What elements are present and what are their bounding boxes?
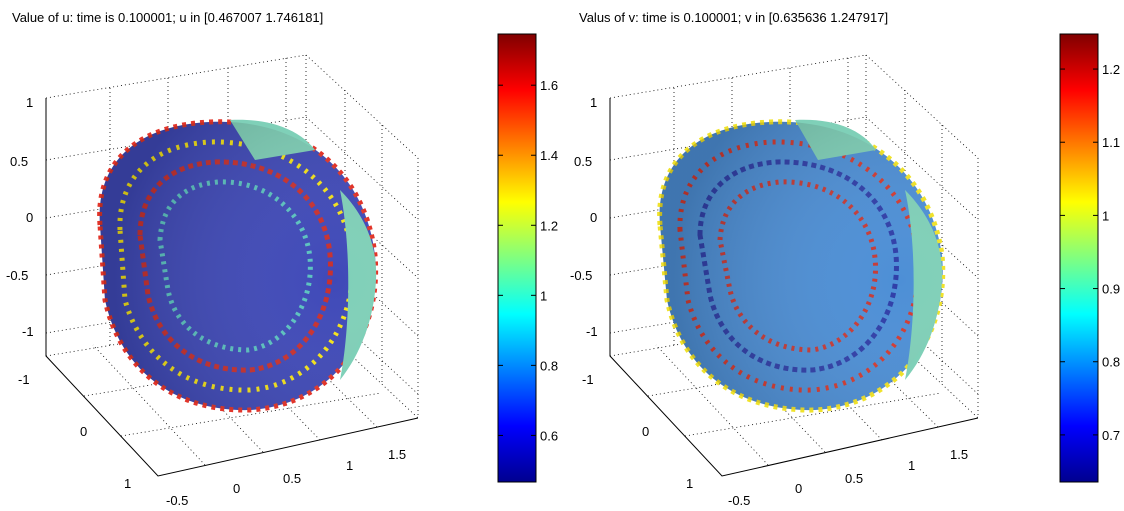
- x-tick-label: 0.5: [283, 471, 301, 486]
- y-tick-label: 1: [124, 476, 131, 491]
- colorbar-tick-label: 0.6: [540, 428, 558, 443]
- y-ticks-u: -1 0 1: [18, 372, 131, 491]
- z-tick-label: 1: [26, 95, 33, 110]
- colorbar-tick-label: 1.2: [1102, 62, 1120, 77]
- y-tick-label: 0: [642, 424, 649, 439]
- z-tick-label: 0: [590, 210, 597, 225]
- z-tick-label: 1: [590, 95, 597, 110]
- x-tick-label: 1: [346, 458, 353, 473]
- z-tick-label: -1: [22, 324, 34, 339]
- surface-u: [97, 119, 379, 413]
- x-tick-label: -0.5: [166, 493, 188, 508]
- colorbar-tick-label: 1: [1102, 208, 1109, 223]
- y-tick-label: 1: [686, 476, 693, 491]
- colorbar-v: 0.7 0.8 0.9 1 1.1 1.2: [1059, 33, 1120, 483]
- colorbar-ticks-v: 0.7 0.8 0.9 1 1.1 1.2: [1060, 62, 1120, 443]
- sphere-shade-u: [99, 121, 376, 411]
- x-ticks-v: -0.5 0 0.5 1 1.5: [728, 447, 968, 508]
- x-tick-label: 1.5: [388, 447, 406, 462]
- colorbar-u: 0.6 0.8 1 1.2 1.4 1.6: [497, 33, 558, 483]
- z-tick-label: -0.5: [570, 268, 592, 283]
- colorbar-tick-label: 1.4: [540, 148, 558, 163]
- z-tick-label: -1: [586, 324, 598, 339]
- z-tick-label: 0.5: [574, 154, 592, 169]
- panel-v: Valus of v: time is 0.100001; v in [0.63…: [570, 10, 1120, 508]
- surface-v: [657, 119, 946, 413]
- colorbar-tick-label: 0.8: [1102, 355, 1120, 370]
- x-tick-label: 0: [233, 481, 240, 496]
- z-ticks-u: 1 0.5 0 -0.5 -1: [6, 95, 34, 339]
- x-tick-label: 0: [795, 481, 802, 496]
- z-tick-label: -0.5: [6, 268, 28, 283]
- y-tick-label: -1: [18, 372, 30, 387]
- x-tick-label: -0.5: [728, 493, 750, 508]
- colorbar-ticks-u: 0.6 0.8 1 1.2 1.4 1.6: [498, 78, 558, 443]
- y-tick-label: 0: [80, 424, 87, 439]
- colorbar-tick-label: 1.2: [540, 218, 558, 233]
- z-tick-label: 0.5: [10, 154, 28, 169]
- sphere-shade-v: [659, 121, 943, 411]
- colorbar-tick-label: 1.1: [1102, 135, 1120, 150]
- colorbar-gradient-u: [497, 33, 537, 483]
- colorbar-tick-label: 1.6: [540, 78, 558, 93]
- colorbar-tick-label: 0.7: [1102, 428, 1120, 443]
- x-tick-label: 0.5: [845, 471, 863, 486]
- x-tick-label: 1: [908, 458, 915, 473]
- colorbar-tick-label: 0.9: [1102, 282, 1120, 297]
- x-ticks-u: -0.5 0 0.5 1 1.5: [166, 447, 406, 508]
- panel-u: Value of u: time is 0.100001; u in [0.46…: [6, 10, 558, 508]
- z-ticks-v: 1 0.5 0 -0.5 -1: [570, 95, 598, 339]
- colorbar-tick-label: 1: [540, 288, 547, 303]
- colorbar-gradient-v: [1059, 33, 1099, 483]
- z-tick-label: 0: [26, 210, 33, 225]
- chart-title-v: Valus of v: time is 0.100001; v in [0.63…: [579, 10, 888, 25]
- y-ticks-v: -1 0 1: [582, 372, 693, 491]
- x-tick-label: 1.5: [950, 447, 968, 462]
- chart-title-u: Value of u: time is 0.100001; u in [0.46…: [12, 10, 323, 25]
- colorbar-tick-label: 0.8: [540, 358, 558, 373]
- y-tick-label: -1: [582, 372, 594, 387]
